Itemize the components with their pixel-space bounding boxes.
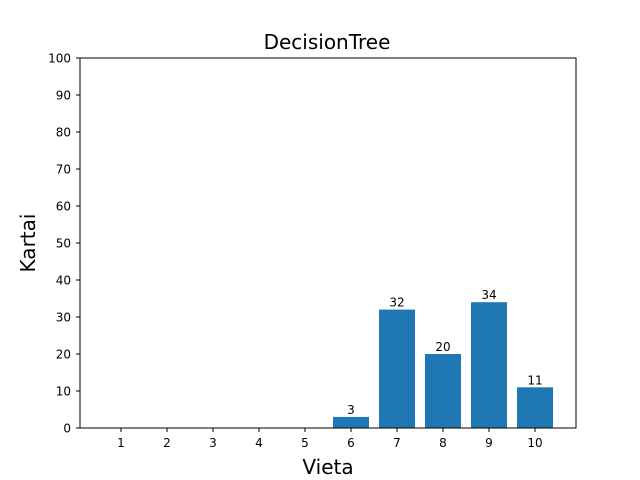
x-tick-label: 6	[347, 436, 355, 450]
y-tick-label: 10	[56, 385, 71, 399]
y-tick-label: 40	[56, 274, 71, 288]
x-tick-label: 1	[117, 436, 125, 450]
data-label-8: 20	[435, 340, 450, 354]
y-tick-label: 90	[56, 89, 71, 103]
bar-7	[379, 309, 415, 428]
x-tick-label: 3	[209, 436, 217, 450]
y-axis-label: Kartai	[16, 214, 40, 273]
bar-series	[333, 302, 553, 428]
y-tick-label: 50	[56, 237, 71, 251]
x-tick-label: 2	[163, 436, 171, 450]
y-tick-label: 20	[56, 348, 71, 362]
x-tick-label: 5	[301, 436, 309, 450]
bar-8	[425, 354, 461, 428]
bar-9	[471, 302, 507, 428]
data-label-7: 32	[389, 296, 404, 310]
data-label-10: 11	[527, 373, 542, 387]
x-tick-label: 7	[393, 436, 401, 450]
y-tick-label: 60	[56, 200, 71, 214]
bar-6	[333, 416, 369, 428]
x-axis-ticks: 1 2 3 4 5 6 7 8 9 10	[117, 428, 543, 450]
y-tick-label: 30	[56, 311, 71, 325]
y-tick-label: 70	[56, 163, 71, 177]
y-tick-label: 0	[63, 422, 71, 436]
x-axis-label: Vieta	[302, 455, 353, 479]
x-tick-label: 10	[527, 436, 542, 450]
y-tick-label: 100	[48, 52, 71, 66]
data-label-9: 34	[481, 288, 496, 302]
y-tick-label: 80	[56, 126, 71, 140]
bar-10	[517, 387, 553, 428]
y-axis-ticks: 0 10 20 30 40 50 60 70 80 90 100	[48, 52, 80, 436]
chart-title: DecisionTree	[264, 30, 391, 54]
x-tick-label: 9	[485, 436, 493, 450]
data-label-6: 3	[347, 403, 355, 417]
bar-data-labels: 3 32 20 34 11	[347, 288, 542, 417]
plot-area-frame	[79, 57, 577, 429]
x-tick-label: 8	[439, 436, 447, 450]
x-tick-label: 4	[255, 436, 263, 450]
